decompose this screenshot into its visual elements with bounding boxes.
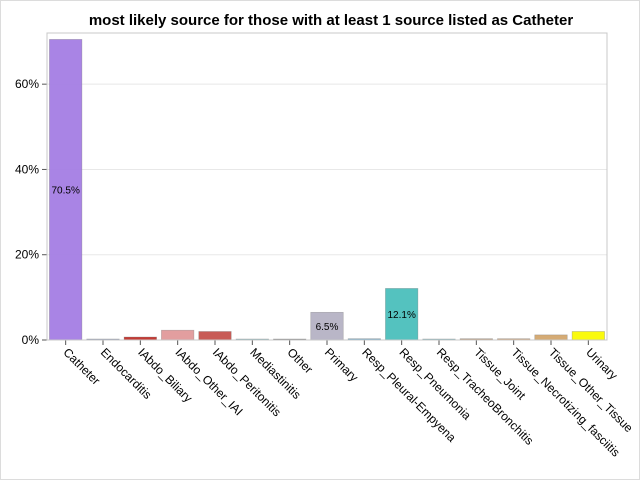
- data-label: 6.5%: [316, 322, 339, 333]
- data-label: 12.1%: [387, 310, 415, 321]
- bar-iabdo-other-iai: [161, 329, 195, 341]
- data-label: 70.5%: [51, 186, 79, 197]
- bar-tissue-other-tissue: [534, 334, 568, 341]
- x-axis: CatheterEndocarditisIAbdo_BiliaryIAbdo_O…: [61, 340, 636, 459]
- x-tick-label: Catheter: [61, 345, 103, 387]
- x-tick-label: IAbdo_Other_IAI: [173, 345, 246, 418]
- data-labels: 70.5% 6.5% 12.1%: [51, 186, 415, 333]
- y-tick-label: 60%: [15, 77, 39, 91]
- bar-catheter: [49, 39, 83, 341]
- y-axis: 0% 20% 40% 60%: [15, 77, 47, 347]
- y-tick-label: 40%: [15, 162, 39, 176]
- bar-resp-pneumonia: [385, 288, 419, 341]
- chart-title: most likely source for those with at lea…: [89, 12, 573, 29]
- plot-area-border: [46, 32, 608, 341]
- bars: [49, 39, 605, 341]
- gridlines: [47, 83, 607, 256]
- bar-iabdo-peritonitis: [198, 331, 232, 341]
- x-tick-label: Other: [285, 345, 316, 376]
- y-tick-label: 0%: [22, 333, 40, 347]
- x-tick-label: Primary: [322, 345, 361, 384]
- y-tick-label: 20%: [15, 248, 39, 262]
- bar-urinary: [571, 331, 605, 341]
- x-tick-label: IAbdo_Peritonitis: [210, 345, 284, 419]
